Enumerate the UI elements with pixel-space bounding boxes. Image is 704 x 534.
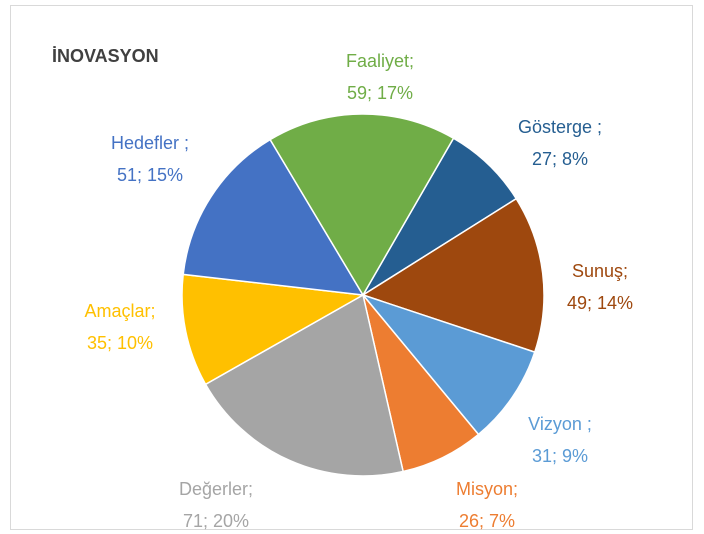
slice-value-label: 59; 17% <box>347 83 413 103</box>
pie-slice <box>361 197 545 354</box>
slice-category-label: Misyon; <box>456 479 518 499</box>
pie-slice <box>181 273 366 386</box>
slice-category-label: Gösterge ; <box>518 117 602 137</box>
slice-category-label: Vizyon ; <box>528 414 592 434</box>
pie-slice <box>360 293 536 436</box>
chart-title: İNOVASYON <box>52 46 159 66</box>
slice-category-label: Sunuş; <box>572 261 628 281</box>
slice-category-label: Hedefler ; <box>111 133 189 153</box>
slice-value-label: 51; 15% <box>117 165 183 185</box>
pie-slice <box>204 293 405 477</box>
slice-category-label: Faaliyet; <box>346 51 414 71</box>
slice-category-label: Değerler; <box>179 479 253 499</box>
slice-value-label: 31; 9% <box>532 446 588 466</box>
slice-value-label: 26; 7% <box>459 511 515 531</box>
pie-slice <box>182 138 365 296</box>
slice-category-label: Amaçlar; <box>84 301 155 321</box>
slice-value-label: 35; 10% <box>87 333 153 353</box>
slice-value-label: 71; 20% <box>183 511 249 531</box>
slice-value-label: 27; 8% <box>532 149 588 169</box>
pie-slice <box>269 113 455 297</box>
slice-value-label: 49; 14% <box>567 293 633 313</box>
